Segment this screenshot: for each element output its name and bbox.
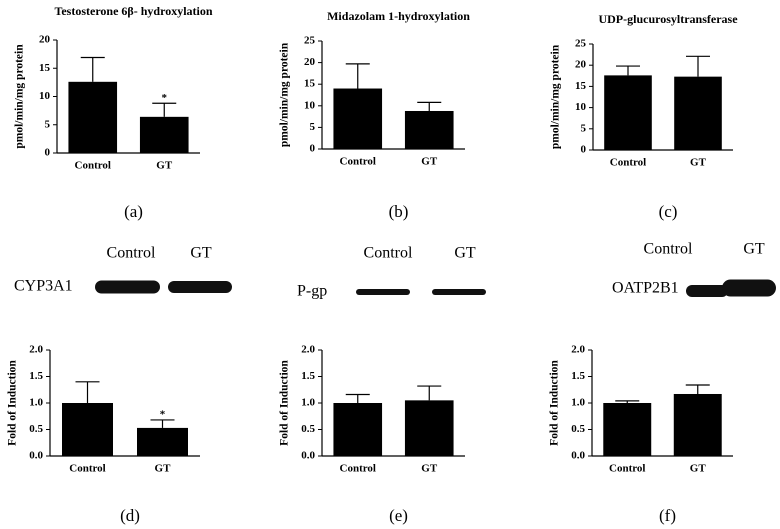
- y-tick-label: 0.0: [301, 450, 315, 462]
- y-axis-label: pmol/min/mg protein: [14, 44, 26, 149]
- y-tick-label: 10: [304, 99, 316, 111]
- panel-label: (e): [389, 506, 408, 525]
- y-tick-label: 1.5: [301, 370, 315, 382]
- bar: [333, 88, 383, 149]
- x-tick-label: GT: [421, 463, 438, 475]
- y-tick-label: 20: [575, 59, 587, 71]
- x-tick-label: Control: [75, 160, 111, 172]
- y-axis-label: pmol/min/mg protein: [550, 44, 562, 149]
- bar: [68, 81, 118, 153]
- blot-lane-label: Control: [107, 245, 156, 262]
- y-tick-label: 0: [581, 144, 587, 156]
- x-tick-label: GT: [156, 160, 173, 172]
- y-tick-label: 0.5: [301, 423, 315, 435]
- y-tick-label: 10: [575, 101, 587, 113]
- y-tick-label: 10: [39, 90, 51, 102]
- y-tick-label: 25: [575, 38, 587, 50]
- y-tick-label: 20: [39, 34, 51, 46]
- y-tick-label: 0.5: [571, 423, 585, 435]
- y-tick-label: 0.5: [29, 423, 43, 435]
- y-axis-label: Fold of Induction: [549, 360, 561, 446]
- blot-lane-label: GT: [743, 241, 765, 258]
- y-tick-label: 15: [304, 78, 316, 90]
- y-tick-label: 2.0: [301, 344, 315, 356]
- y-tick-label: 5: [45, 118, 51, 130]
- y-tick-label: 5: [310, 121, 316, 133]
- annotation: *: [160, 408, 166, 420]
- y-tick-label: 5: [581, 122, 587, 134]
- blot-band: [168, 281, 232, 293]
- blot-band: [686, 285, 728, 297]
- y-tick-label: 2.0: [29, 344, 43, 356]
- chart-title: Midazolam 1-hydroxylation: [327, 9, 470, 23]
- y-tick-label: 1.5: [571, 370, 585, 382]
- x-tick-label: Control: [69, 463, 105, 475]
- blot-band: [95, 280, 160, 294]
- x-tick-label: GT: [690, 157, 707, 169]
- bar: [673, 393, 722, 456]
- panel-label: (f): [659, 506, 676, 525]
- chart-title: UDP-glucurosyltransferase: [598, 12, 738, 26]
- bar: [674, 76, 722, 150]
- blot-lane-label: Control: [364, 245, 413, 262]
- x-tick-label: GT: [421, 156, 438, 168]
- y-tick-label: 2.0: [571, 344, 585, 356]
- blot-lane-label: GT: [454, 245, 476, 262]
- x-tick-label: Control: [610, 157, 646, 169]
- blot-band: [356, 289, 410, 295]
- y-axis-label: Fold of Induction: [7, 360, 19, 446]
- blot-protein-label: OATP2B1: [612, 280, 679, 297]
- x-tick-label: GT: [690, 463, 707, 475]
- bar: [404, 400, 454, 456]
- bar: [62, 403, 113, 456]
- bar: [603, 403, 652, 456]
- y-tick-label: 0.0: [29, 450, 43, 462]
- y-tick-label: 1.0: [301, 397, 315, 409]
- bar: [137, 427, 188, 456]
- blot-band: [432, 289, 486, 295]
- blot-lane-label: GT: [190, 245, 212, 262]
- chart-title: Testosterone 6β- hydroxylation: [54, 4, 212, 18]
- y-tick-label: 1.5: [29, 370, 43, 382]
- panel-label: (b): [389, 202, 409, 221]
- blot-lane-label: Control: [644, 241, 693, 258]
- y-tick-label: 1.0: [571, 397, 585, 409]
- bar: [333, 403, 383, 456]
- y-tick-label: 20: [304, 56, 316, 68]
- y-tick-label: 0.0: [571, 450, 585, 462]
- y-tick-label: 25: [304, 35, 316, 47]
- y-axis-label: pmol/min/mg protein: [279, 42, 291, 147]
- bar: [139, 116, 189, 153]
- y-tick-label: 0: [310, 143, 316, 155]
- annotation: *: [162, 92, 168, 104]
- blot-band: [722, 279, 776, 297]
- blot-protein-label: CYP3A1: [14, 278, 73, 295]
- blot-protein-label: P-gp: [297, 283, 327, 300]
- x-tick-label: Control: [340, 156, 376, 168]
- y-tick-label: 0: [45, 147, 51, 159]
- panel-label: (a): [124, 202, 143, 221]
- y-tick-label: 1.0: [29, 397, 43, 409]
- y-tick-label: 15: [39, 62, 51, 74]
- y-axis-label: Fold of Induction: [279, 360, 291, 446]
- bar: [404, 110, 454, 149]
- x-tick-label: Control: [340, 463, 376, 475]
- x-tick-label: GT: [155, 463, 172, 475]
- x-tick-label: Control: [609, 463, 645, 475]
- panel-label: (c): [659, 202, 678, 221]
- y-tick-label: 15: [575, 80, 587, 92]
- bar: [604, 75, 652, 150]
- panel-label: (d): [120, 506, 140, 525]
